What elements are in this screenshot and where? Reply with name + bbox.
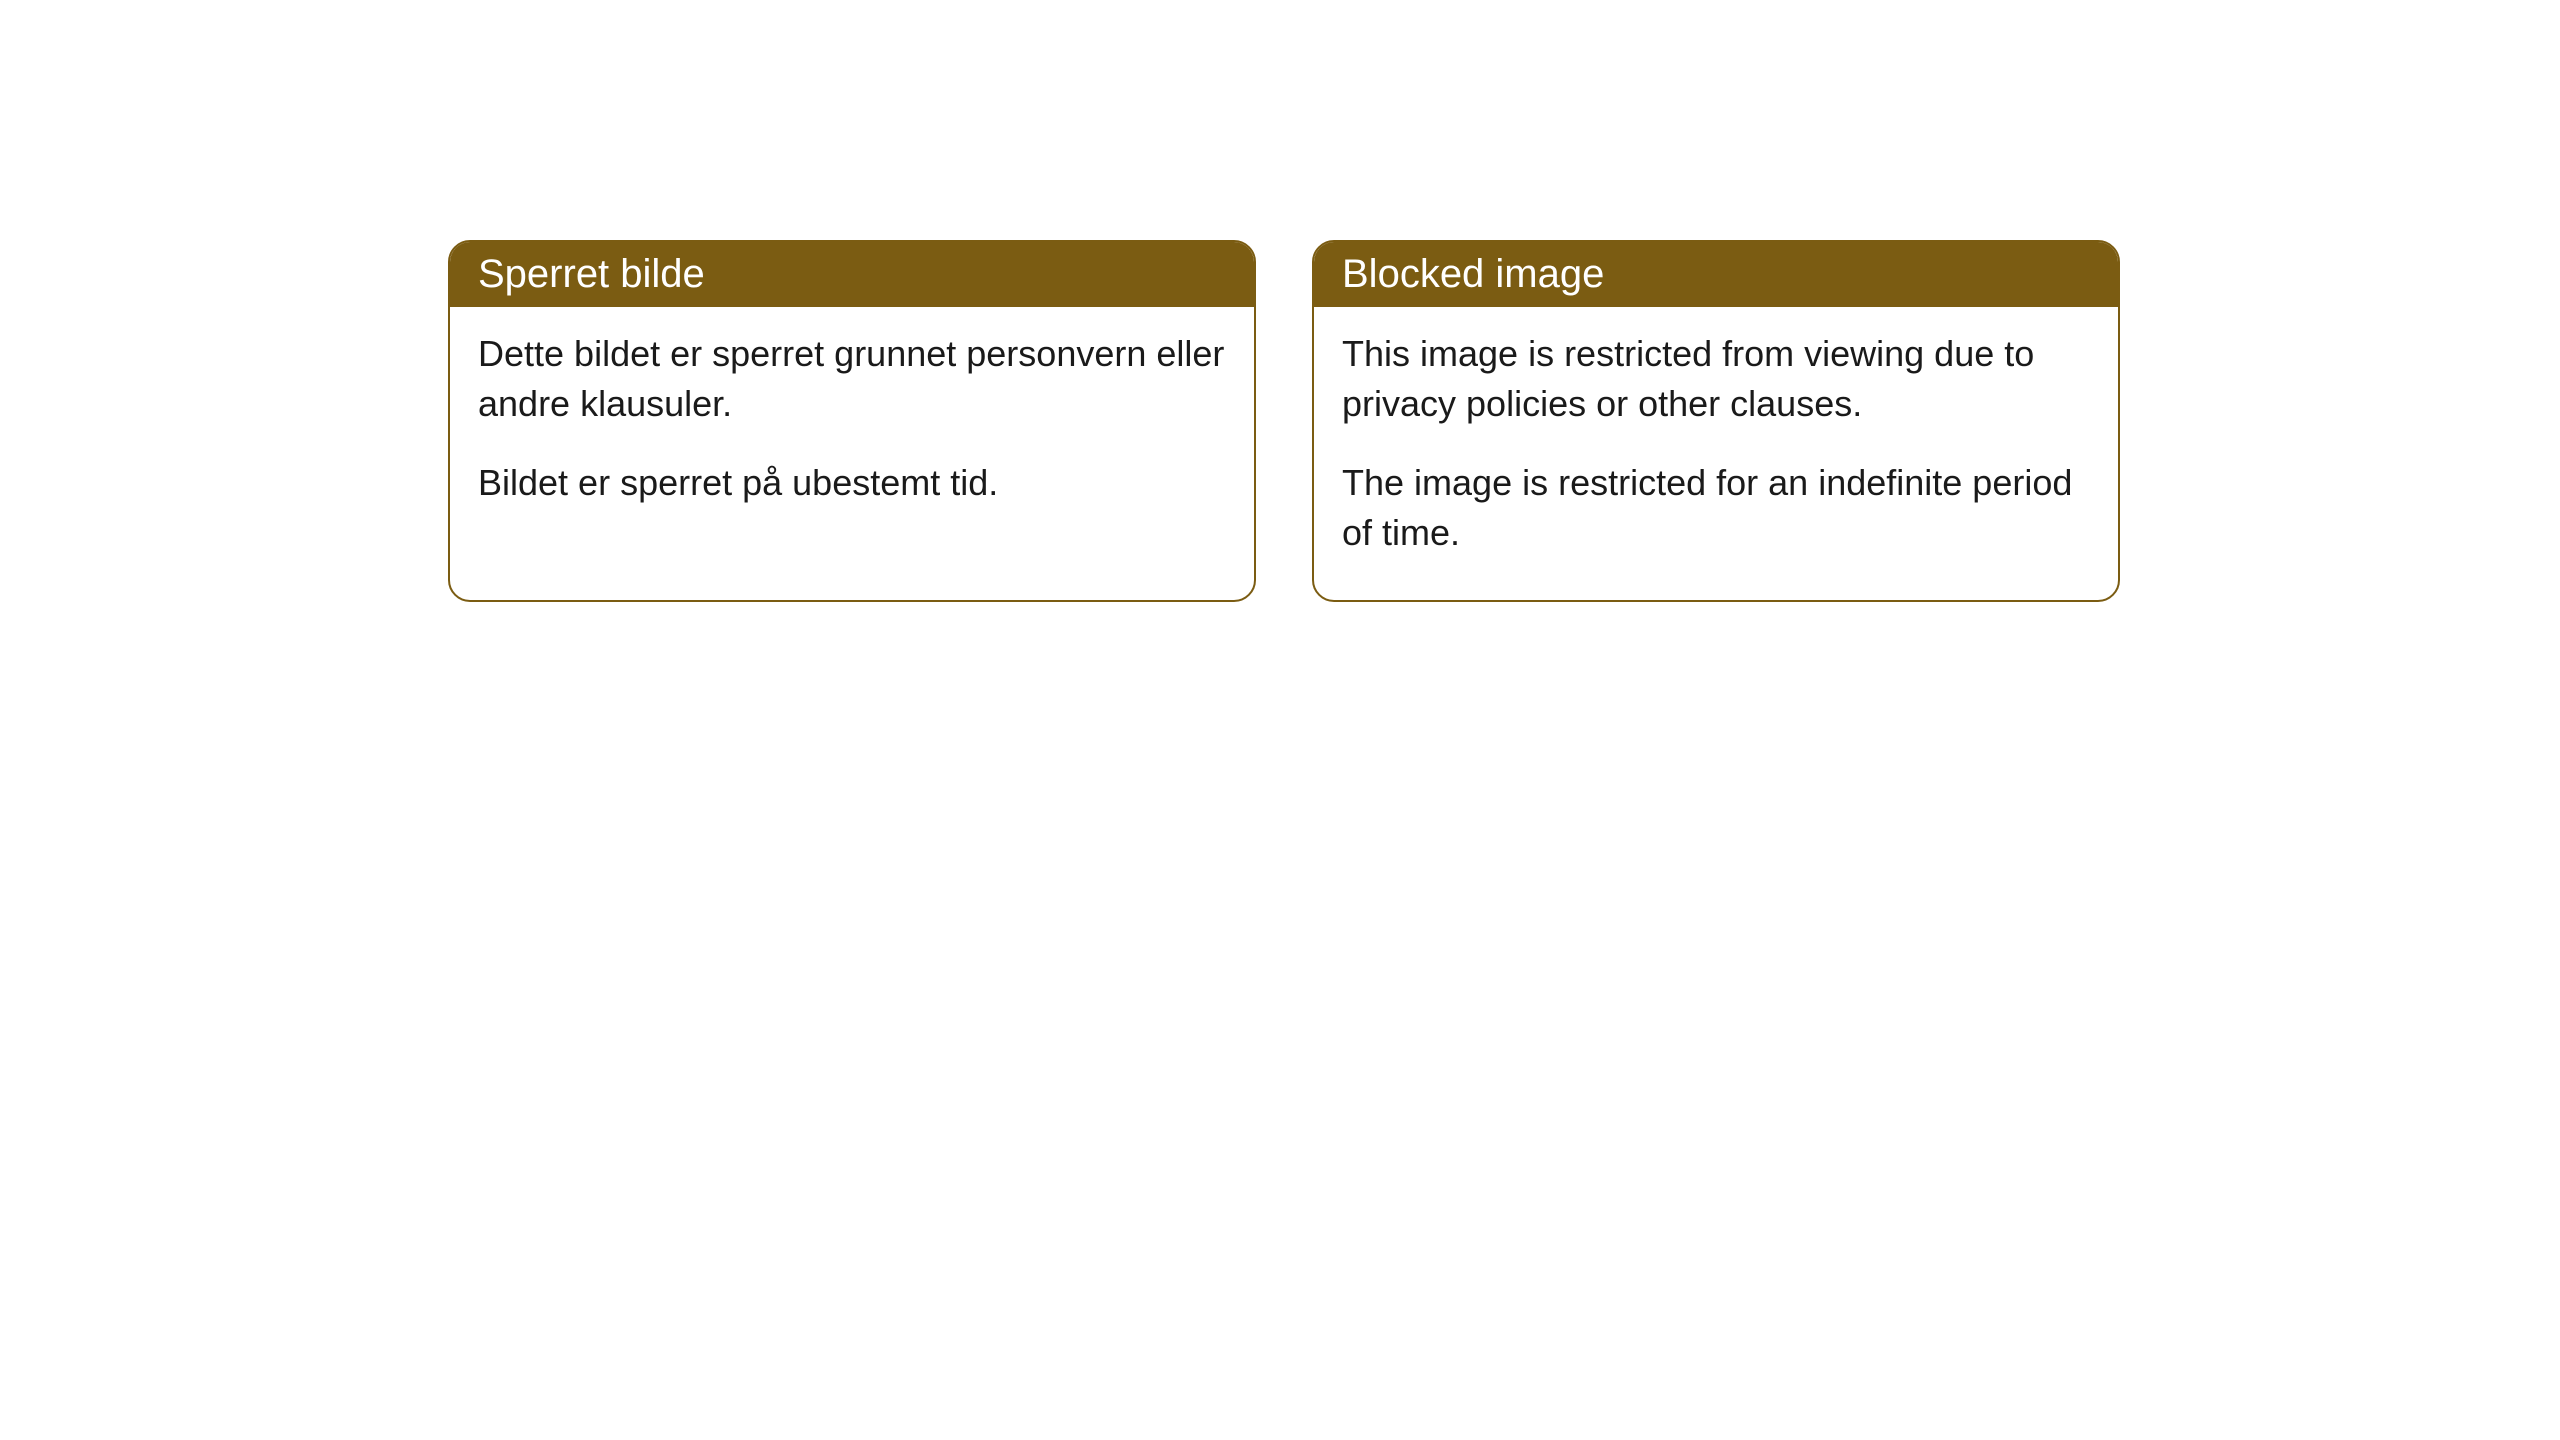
card-header: Blocked image <box>1314 242 2118 307</box>
notice-card-norwegian: Sperret bilde Dette bildet er sperret gr… <box>448 240 1256 602</box>
card-title: Blocked image <box>1342 252 1604 296</box>
card-body: Dette bildet er sperret grunnet personve… <box>450 307 1254 550</box>
card-paragraph: The image is restricted for an indefinit… <box>1342 458 2090 557</box>
card-title: Sperret bilde <box>478 252 705 296</box>
notice-card-english: Blocked image This image is restricted f… <box>1312 240 2120 602</box>
card-body: This image is restricted from viewing du… <box>1314 307 2118 600</box>
card-paragraph: Bildet er sperret på ubestemt tid. <box>478 458 1226 508</box>
card-header: Sperret bilde <box>450 242 1254 307</box>
card-paragraph: Dette bildet er sperret grunnet personve… <box>478 329 1226 428</box>
notice-cards-container: Sperret bilde Dette bildet er sperret gr… <box>448 240 2560 602</box>
card-paragraph: This image is restricted from viewing du… <box>1342 329 2090 428</box>
